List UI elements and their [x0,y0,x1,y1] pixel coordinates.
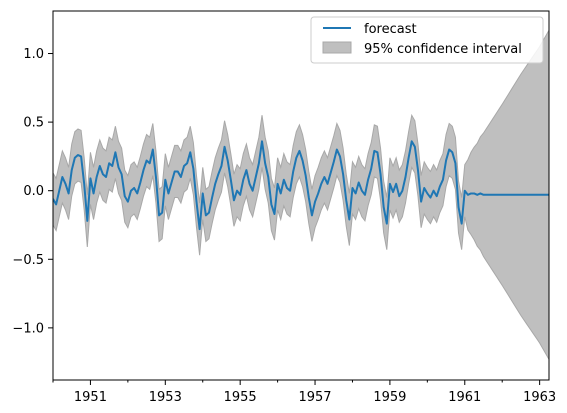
x-tick-label: 1957 [298,390,331,405]
legend-box [310,16,544,64]
y-tick-label: −0.5 [12,253,44,268]
y-tick-label: 0.0 [23,184,44,199]
x-tick-label: 1955 [224,390,257,405]
axes-frame [52,10,550,381]
legend-forecast-label: forecast [364,22,417,37]
confidence-interval-band [53,29,549,360]
x-tick-label: 1951 [74,390,107,405]
legend-interval-label: 95% confidence interval [364,42,522,57]
y-tick-label: 0.5 [23,116,44,131]
y-axis: −1.0 −0.5 0.0 0.5 1.0 [12,47,53,336]
x-axis: 1951 1953 1955 1957 1959 1961 1963 [52,380,556,405]
x-tick-label: 1961 [448,390,481,405]
x-tick-label: 1953 [149,390,182,405]
legend-interval-swatch [322,41,352,54]
x-tick-label: 1963 [523,390,556,405]
y-tick-label: 1.0 [23,47,44,62]
y-tick-label: −1.0 [12,321,44,336]
confidence-band-group [53,29,549,360]
forecast-line [53,140,549,231]
x-tick-label: 1959 [373,390,406,405]
forecast-line-group [53,140,549,231]
legend: forecast 95% confidence interval [310,16,544,64]
